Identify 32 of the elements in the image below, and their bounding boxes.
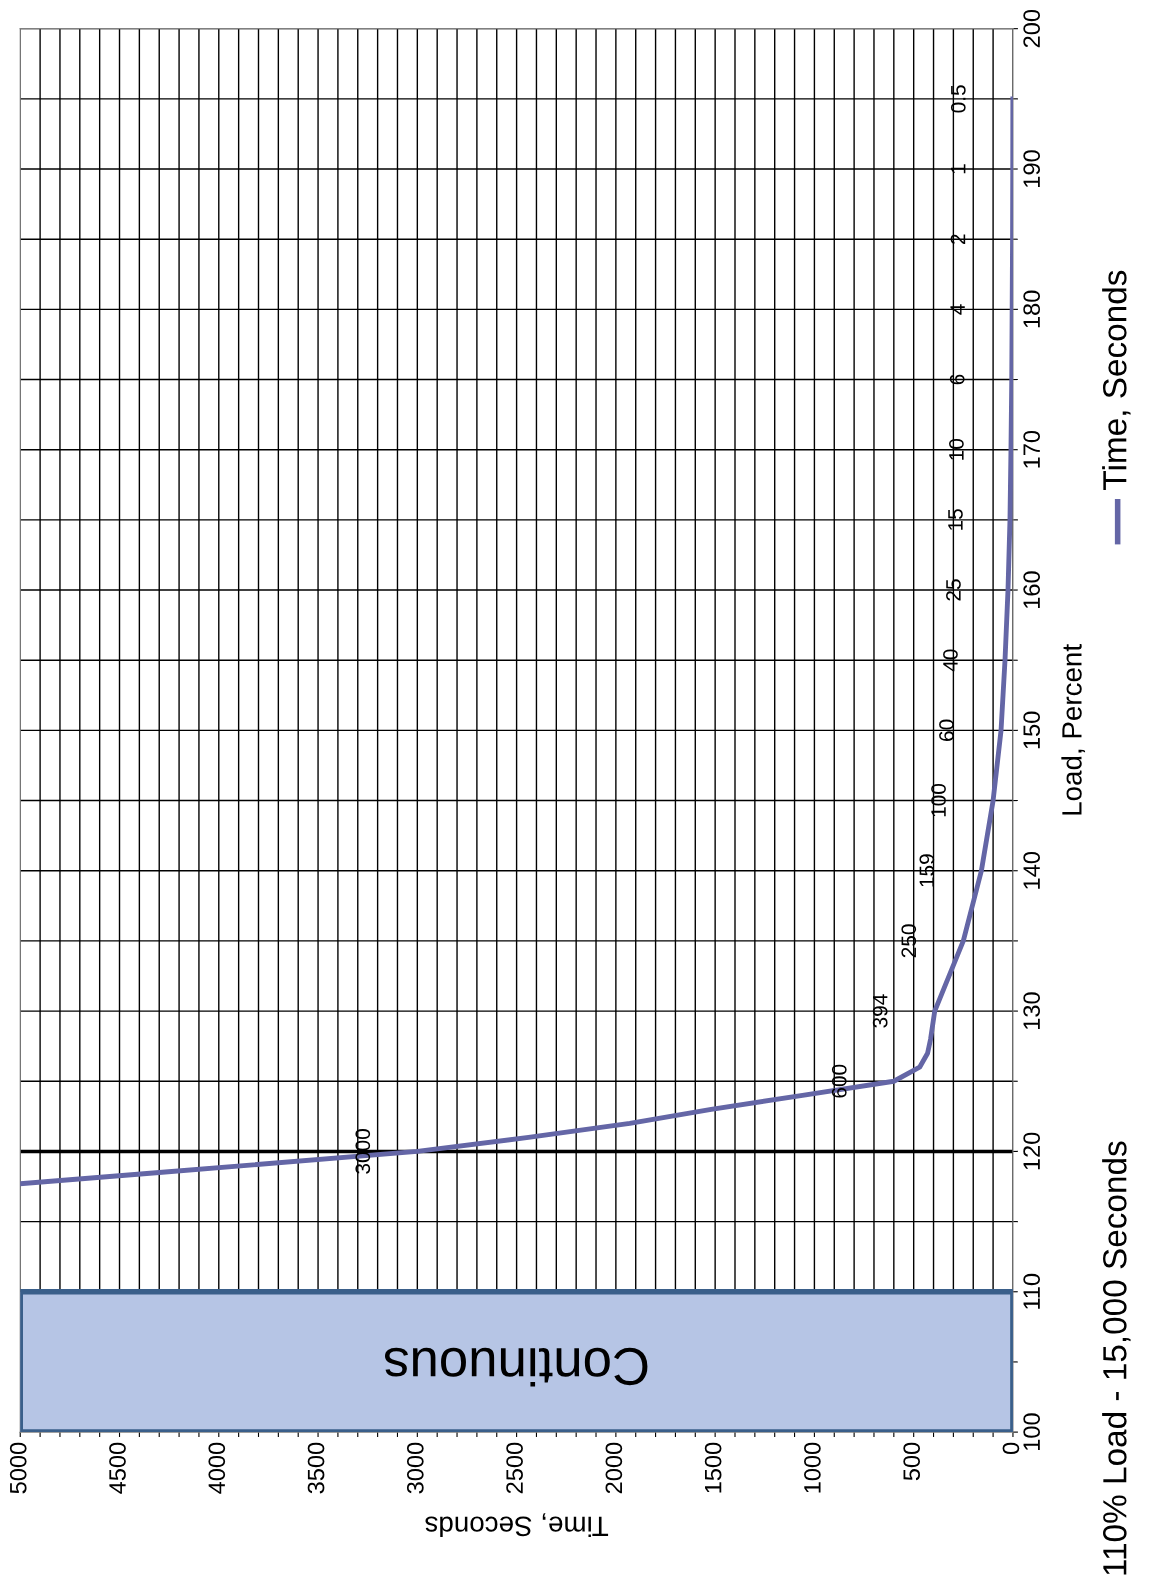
x-tick-label: 1000	[804, 1442, 821, 1493]
y-tick-label: 170	[1023, 430, 1041, 468]
band-label: Continuous	[384, 1347, 648, 1387]
y-tick-label: 180	[1023, 290, 1041, 328]
y-axis-title: Load, Percent	[1061, 644, 1086, 815]
y-tick-label: 190	[1023, 150, 1041, 187]
annotation: 3000	[355, 1129, 371, 1174]
y-tick-label: 160	[1023, 571, 1041, 608]
y-tick-label: 120	[1023, 1132, 1041, 1170]
y-tick-label: 200	[1023, 9, 1041, 48]
text: Time, Seconds	[1102, 270, 1131, 490]
annotation: 0.5	[950, 85, 966, 113]
x-tick-label: 4500	[109, 1442, 126, 1494]
annotation: 15	[948, 509, 963, 530]
y-tick-label: 100	[1023, 1413, 1041, 1450]
y-tick-label: 140	[1023, 851, 1041, 889]
y-tick-label: 150	[1023, 711, 1041, 749]
text: 110% Load - 15,000 Seconds	[1102, 1141, 1131, 1575]
x-tick-label: 2500	[506, 1442, 523, 1494]
x-tick-label: 5000	[9, 1442, 27, 1494]
x-tick-label: 1500	[704, 1442, 722, 1493]
y-tick-label: 130	[1023, 992, 1041, 1029]
x-tick-label: 3500	[307, 1442, 325, 1494]
x-axis-title: Time, Seconds	[425, 1513, 609, 1537]
x-tick-label: 0	[1002, 1442, 1020, 1455]
x-tick-label: 3000	[406, 1442, 424, 1494]
annotation: 394	[872, 994, 888, 1028]
x-tick-label: 4000	[208, 1442, 226, 1494]
y-tick-label: 110	[1023, 1273, 1041, 1309]
x-tick-label: 2000	[605, 1442, 623, 1494]
annotation: 600	[831, 1064, 847, 1098]
x-tick-label: 500	[903, 1442, 921, 1481]
